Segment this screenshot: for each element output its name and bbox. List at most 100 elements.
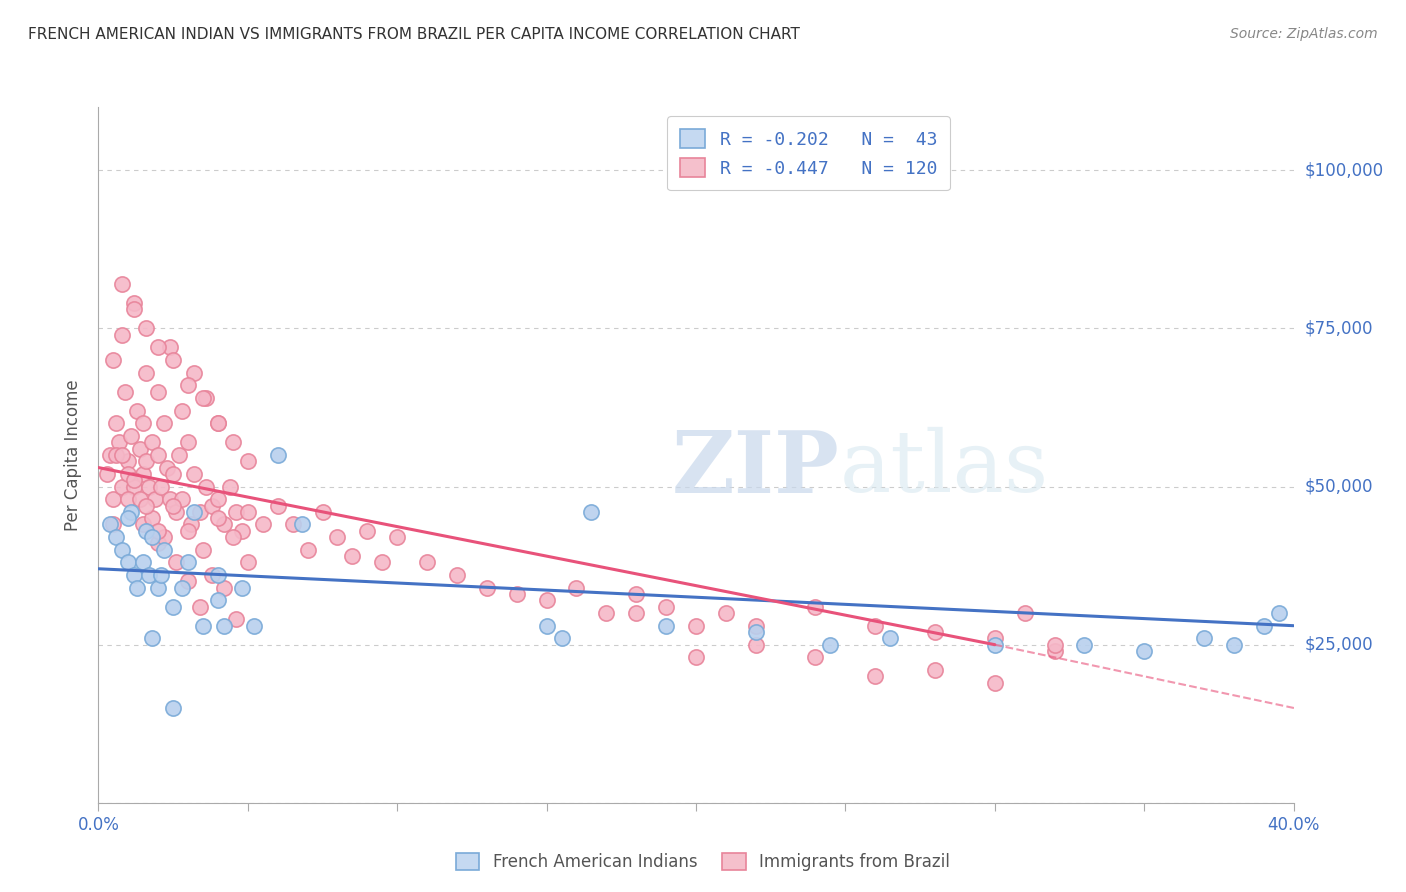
Point <box>148 524 170 538</box>
Point <box>162 353 184 368</box>
Point <box>188 599 211 614</box>
Point <box>506 587 529 601</box>
Point <box>150 568 173 582</box>
Point <box>356 524 378 538</box>
Point <box>117 511 139 525</box>
Point <box>127 581 149 595</box>
Text: $75,000: $75,000 <box>1305 319 1374 337</box>
Point <box>148 448 170 462</box>
Point <box>124 296 146 310</box>
Point <box>183 505 205 519</box>
Point <box>1073 638 1095 652</box>
Point <box>98 448 122 462</box>
Point <box>172 403 194 417</box>
Point <box>191 542 214 557</box>
Point <box>475 581 498 595</box>
Point <box>1043 644 1066 658</box>
Point <box>879 632 901 646</box>
Point <box>111 448 134 462</box>
Point <box>983 675 1005 690</box>
Point <box>191 391 214 405</box>
Point <box>162 599 184 614</box>
Point <box>685 650 707 665</box>
Point <box>342 549 364 563</box>
Point <box>120 505 142 519</box>
Point <box>148 384 170 399</box>
Legend: French American Indians, Immigrants from Brazil: French American Indians, Immigrants from… <box>447 845 959 880</box>
Point <box>267 499 290 513</box>
Point <box>820 638 842 652</box>
Point <box>1267 606 1289 620</box>
Point <box>132 467 155 481</box>
Point <box>924 663 946 677</box>
Point <box>159 492 181 507</box>
Legend: R = -0.202   N =  43, R = -0.447   N = 120: R = -0.202 N = 43, R = -0.447 N = 120 <box>668 116 950 190</box>
Point <box>290 517 312 532</box>
Point <box>111 327 134 342</box>
Point <box>326 530 349 544</box>
Point <box>141 530 163 544</box>
Point <box>536 593 558 607</box>
Point <box>416 556 439 570</box>
Point <box>138 479 160 493</box>
Point <box>167 448 190 462</box>
Point <box>924 625 946 640</box>
Point <box>141 632 163 646</box>
Point <box>225 612 247 626</box>
Point <box>111 542 134 557</box>
Point <box>135 524 157 538</box>
Text: atlas: atlas <box>839 427 1049 510</box>
Point <box>132 556 155 570</box>
Point <box>132 517 155 532</box>
Point <box>212 618 235 632</box>
Point <box>207 568 229 582</box>
Point <box>105 417 128 431</box>
Point <box>207 511 229 525</box>
Point <box>371 556 394 570</box>
Text: FRENCH AMERICAN INDIAN VS IMMIGRANTS FROM BRAZIL PER CAPITA INCOME CORRELATION C: FRENCH AMERICAN INDIAN VS IMMIGRANTS FRO… <box>28 27 800 42</box>
Point <box>207 417 229 431</box>
Point <box>162 499 184 513</box>
Point <box>194 479 218 493</box>
Point <box>207 417 229 431</box>
Point <box>243 618 266 632</box>
Point <box>96 467 118 481</box>
Point <box>148 581 170 595</box>
Point <box>138 568 160 582</box>
Point <box>148 536 170 550</box>
Point <box>135 454 157 468</box>
Point <box>141 511 163 525</box>
Point <box>103 492 125 507</box>
Point <box>745 625 768 640</box>
Point <box>685 618 707 632</box>
Point <box>120 429 142 443</box>
Point <box>865 618 887 632</box>
Point <box>177 524 200 538</box>
Point <box>183 467 205 481</box>
Point <box>165 505 187 519</box>
Point <box>124 302 146 317</box>
Point <box>550 632 572 646</box>
Point <box>98 517 122 532</box>
Point <box>180 517 202 532</box>
Text: $100,000: $100,000 <box>1305 161 1384 179</box>
Point <box>129 442 152 456</box>
Point <box>865 669 887 683</box>
Point <box>124 479 146 493</box>
Point <box>231 581 253 595</box>
Point <box>194 391 218 405</box>
Point <box>177 435 200 450</box>
Point <box>983 638 1005 652</box>
Point <box>655 599 678 614</box>
Point <box>207 593 229 607</box>
Point <box>172 492 194 507</box>
Point <box>117 492 139 507</box>
Point <box>311 505 333 519</box>
Point <box>159 340 181 354</box>
Point <box>212 581 235 595</box>
Point <box>177 378 200 392</box>
Point <box>1133 644 1156 658</box>
Point <box>804 650 827 665</box>
Point <box>129 492 152 507</box>
Point <box>581 505 603 519</box>
